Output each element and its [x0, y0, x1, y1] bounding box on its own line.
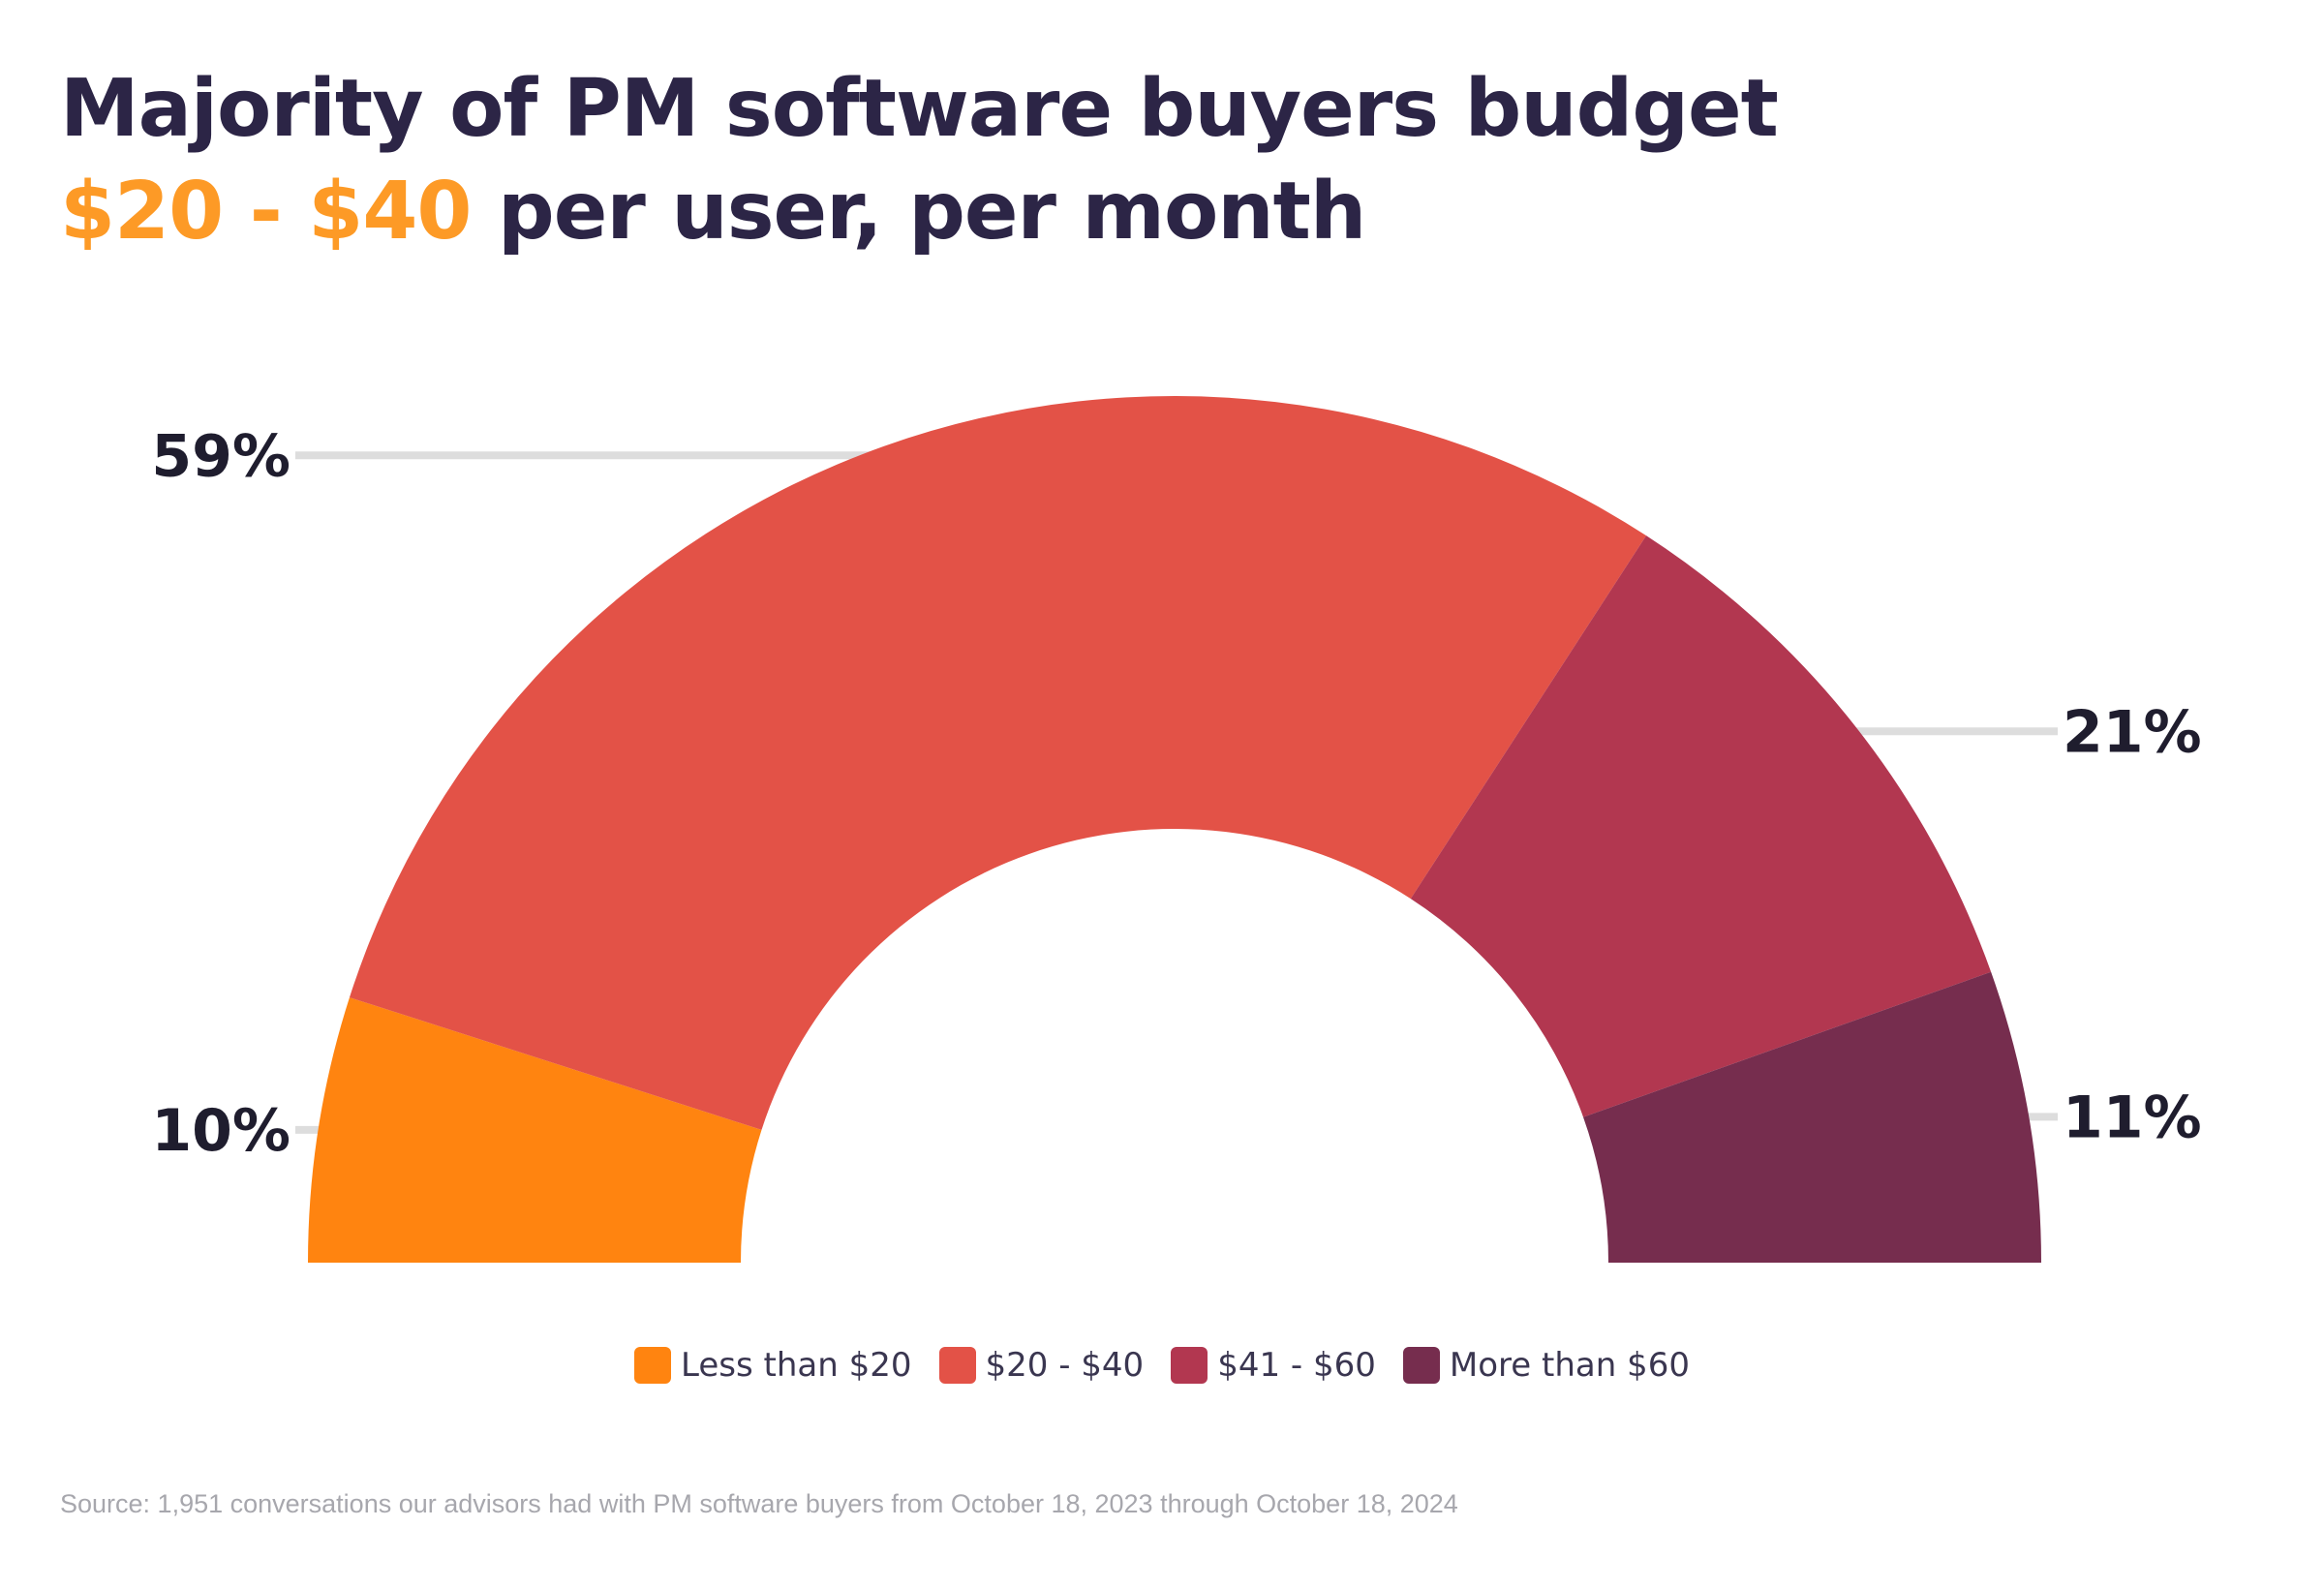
legend-label: $41 - $60 — [1217, 1346, 1376, 1385]
title-line-2: per user, per month — [471, 166, 1366, 258]
legend-item-less-than-20[interactable]: Less than $20 — [634, 1346, 912, 1385]
legend-swatch — [634, 1347, 672, 1384]
legend-label: $20 - $40 — [985, 1346, 1145, 1385]
legend-swatch — [1402, 1347, 1440, 1384]
legend-label: More than $60 — [1449, 1346, 1690, 1385]
data-label-less-than-20: 10% — [151, 1097, 290, 1165]
data-label-20-40: 59% — [151, 422, 290, 490]
source-note: Source: 1,951 conversations our advisors… — [60, 1489, 1458, 1518]
legend-item-41-60[interactable]: $41 - $60 — [1171, 1346, 1376, 1385]
data-label-more-than-60: 11% — [2063, 1084, 2202, 1151]
legend-label: Less than $20 — [681, 1346, 912, 1385]
legend-swatch — [1171, 1347, 1208, 1384]
title-line-1: Majority of PM software buyers budget — [60, 63, 1779, 155]
chart-title: Majority of PM software buyers budget $2… — [60, 58, 1779, 263]
slice-41-60[interactable] — [1410, 535, 1992, 1117]
legend-item-more-than-60[interactable]: More than $60 — [1402, 1346, 1690, 1385]
data-label-41-60: 21% — [2063, 698, 2202, 766]
slice-more-than-60[interactable] — [1583, 971, 2041, 1263]
title-highlight: $20 - $40 — [60, 166, 472, 258]
chart-legend: Less than $20 $20 - $40 $41 - $60 More than… — [0, 1346, 2324, 1385]
slice-less-than-20[interactable] — [308, 997, 762, 1263]
legend-swatch — [938, 1347, 976, 1384]
legend-item-20-40[interactable]: $20 - $40 — [938, 1346, 1145, 1385]
slice-20-40[interactable] — [349, 396, 1647, 1130]
